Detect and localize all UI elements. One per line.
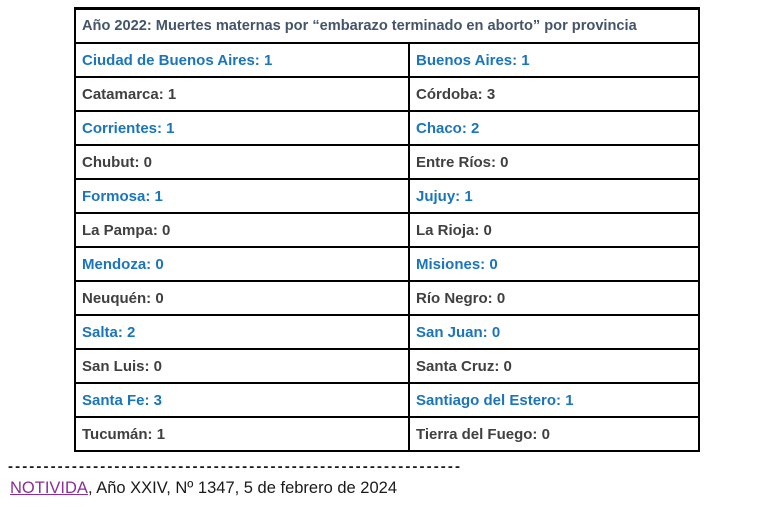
citation-text: , Año XXIV, Nº 1347, 5 de febrero de 202… — [87, 479, 397, 497]
province-cell: Buenos Aires: 1 — [408, 42, 700, 78]
table-row: Catamarca: 1 Córdoba: 3 — [74, 76, 700, 112]
province-cell: Santiago del Estero: 1 — [408, 382, 700, 418]
province-cell: Tierra del Fuego: 0 — [408, 416, 700, 452]
dashed-separator-line: ----------------------------------------… — [8, 458, 463, 475]
province-cell: Mendoza: 0 — [74, 246, 410, 282]
table-row: Mendoza: 0 Misiones: 0 — [74, 246, 700, 282]
province-cell: Entre Ríos: 0 — [408, 144, 700, 180]
province-cell: Neuquén: 0 — [74, 280, 410, 316]
province-cell: Chaco: 2 — [408, 110, 700, 146]
table-row: Salta: 2 San Juan: 0 — [74, 314, 700, 350]
province-cell: Jujuy: 1 — [408, 178, 700, 214]
province-cell: Salta: 2 — [74, 314, 410, 350]
table-row: Corrientes: 1 Chaco: 2 — [74, 110, 700, 146]
province-cell: Tucumán: 1 — [74, 416, 410, 452]
province-cell: San Luis: 0 — [74, 348, 410, 384]
table-row: Chubut: 0 Entre Ríos: 0 — [74, 144, 700, 180]
table-row: San Luis: 0 Santa Cruz: 0 — [74, 348, 700, 384]
province-cell: Río Negro: 0 — [408, 280, 700, 316]
province-cell: Santa Fe: 3 — [74, 382, 410, 418]
table-row: Ciudad de Buenos Aires: 1 Buenos Aires: 1 — [74, 42, 700, 78]
province-cell: Chubut: 0 — [74, 144, 410, 180]
table-row: Neuquén: 0 Río Negro: 0 — [74, 280, 700, 316]
province-cell: La Rioja: 0 — [408, 212, 700, 248]
table-title-row: Año 2022: Muertes maternas por “embarazo… — [74, 7, 700, 44]
table-body: Ciudad de Buenos Aires: 1 Buenos Aires: 1… — [74, 42, 700, 452]
table-row: Tucumán: 1 Tierra del Fuego: 0 — [74, 416, 700, 452]
province-cell: Corrientes: 1 — [74, 110, 410, 146]
maternal-deaths-table: Año 2022: Muertes maternas por “embarazo… — [74, 7, 700, 452]
province-cell: San Juan: 0 — [408, 314, 700, 350]
province-cell: Ciudad de Buenos Aires: 1 — [74, 42, 410, 78]
province-cell: Catamarca: 1 — [74, 76, 410, 112]
province-cell: Misiones: 0 — [408, 246, 700, 282]
table-row: Santa Fe: 3 Santiago del Estero: 1 — [74, 382, 700, 418]
province-cell: Córdoba: 3 — [408, 76, 700, 112]
notivida-link[interactable]: NOTIVIDA — [10, 479, 88, 497]
province-cell: La Pampa: 0 — [74, 212, 410, 248]
table-row: La Pampa: 0 La Rioja: 0 — [74, 212, 700, 248]
table-title: Año 2022: Muertes maternas por “embarazo… — [74, 7, 700, 44]
province-cell: Formosa: 1 — [74, 178, 410, 214]
table-row: Formosa: 1 Jujuy: 1 — [74, 178, 700, 214]
source-citation: NOTIVIDA, Año XXIV, Nº 1347, 5 de febrer… — [10, 477, 397, 499]
province-cell: Santa Cruz: 0 — [408, 348, 700, 384]
